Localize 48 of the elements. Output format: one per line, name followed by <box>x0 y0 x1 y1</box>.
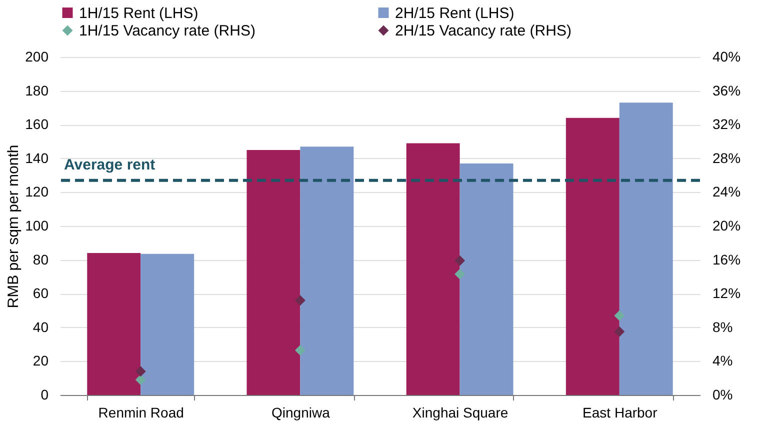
y2-tick-label: 36% <box>712 82 741 98</box>
y-tick-label: 60 <box>32 285 49 302</box>
y2-tick-label: 20% <box>712 218 741 234</box>
point <box>454 268 466 280</box>
y2-tick-label: 8% <box>712 318 733 335</box>
y2-tick-label: 28% <box>712 150 741 166</box>
y2-tick-label: 24% <box>712 184 741 200</box>
legend-label: 1H/15 Rent (LHS) <box>79 4 198 22</box>
point <box>614 326 625 337</box>
legend-label: 2H/15 Vacancy rate (RHS) <box>395 22 572 40</box>
y-tick-label: 20 <box>32 352 49 369</box>
bar <box>619 102 673 395</box>
bar <box>566 118 620 395</box>
bar <box>140 254 194 395</box>
y-tick-label: 140 <box>25 150 49 166</box>
point <box>614 310 625 321</box>
y2-tick-label: 0% <box>712 386 733 402</box>
x-tick-label: Renmin Road <box>98 404 184 420</box>
bar <box>406 143 460 395</box>
y-tick-label: 180 <box>25 82 49 98</box>
ref-line-label: Average rent <box>64 156 156 174</box>
x-tick-label: Qingniwa <box>272 404 330 420</box>
y-tick-label: 0 <box>40 386 49 402</box>
y-tick-label: 100 <box>25 218 49 234</box>
x-tick-label: Xinghai Square <box>412 404 508 420</box>
x-tick-label: East Harbor <box>582 404 658 420</box>
legend-label: 1H/15 Vacancy rate (RHS) <box>79 22 256 40</box>
y-tick-label: 120 <box>25 184 49 200</box>
y-tick-label: 200 <box>25 48 49 64</box>
y2-tick-label: 40% <box>712 48 741 64</box>
point <box>454 255 466 266</box>
y-axis-title: RMB per sqm per month <box>5 144 22 308</box>
y-tick-label: 40 <box>32 318 49 335</box>
bar <box>300 146 354 395</box>
y-tick-label: 80 <box>32 251 49 268</box>
y-tick-label: 160 <box>25 116 49 132</box>
bar <box>246 150 300 395</box>
point <box>294 344 306 356</box>
point <box>294 295 306 306</box>
point <box>135 374 146 386</box>
y2-tick-label: 16% <box>712 251 741 268</box>
bar <box>87 253 141 395</box>
y2-tick-label: 32% <box>712 116 741 132</box>
y2-tick-label: 12% <box>712 285 741 302</box>
legend-label: 2H/15 Rent (LHS) <box>395 4 514 22</box>
y2-tick-label: 4% <box>712 352 733 369</box>
bar <box>460 163 514 395</box>
point <box>135 366 146 377</box>
